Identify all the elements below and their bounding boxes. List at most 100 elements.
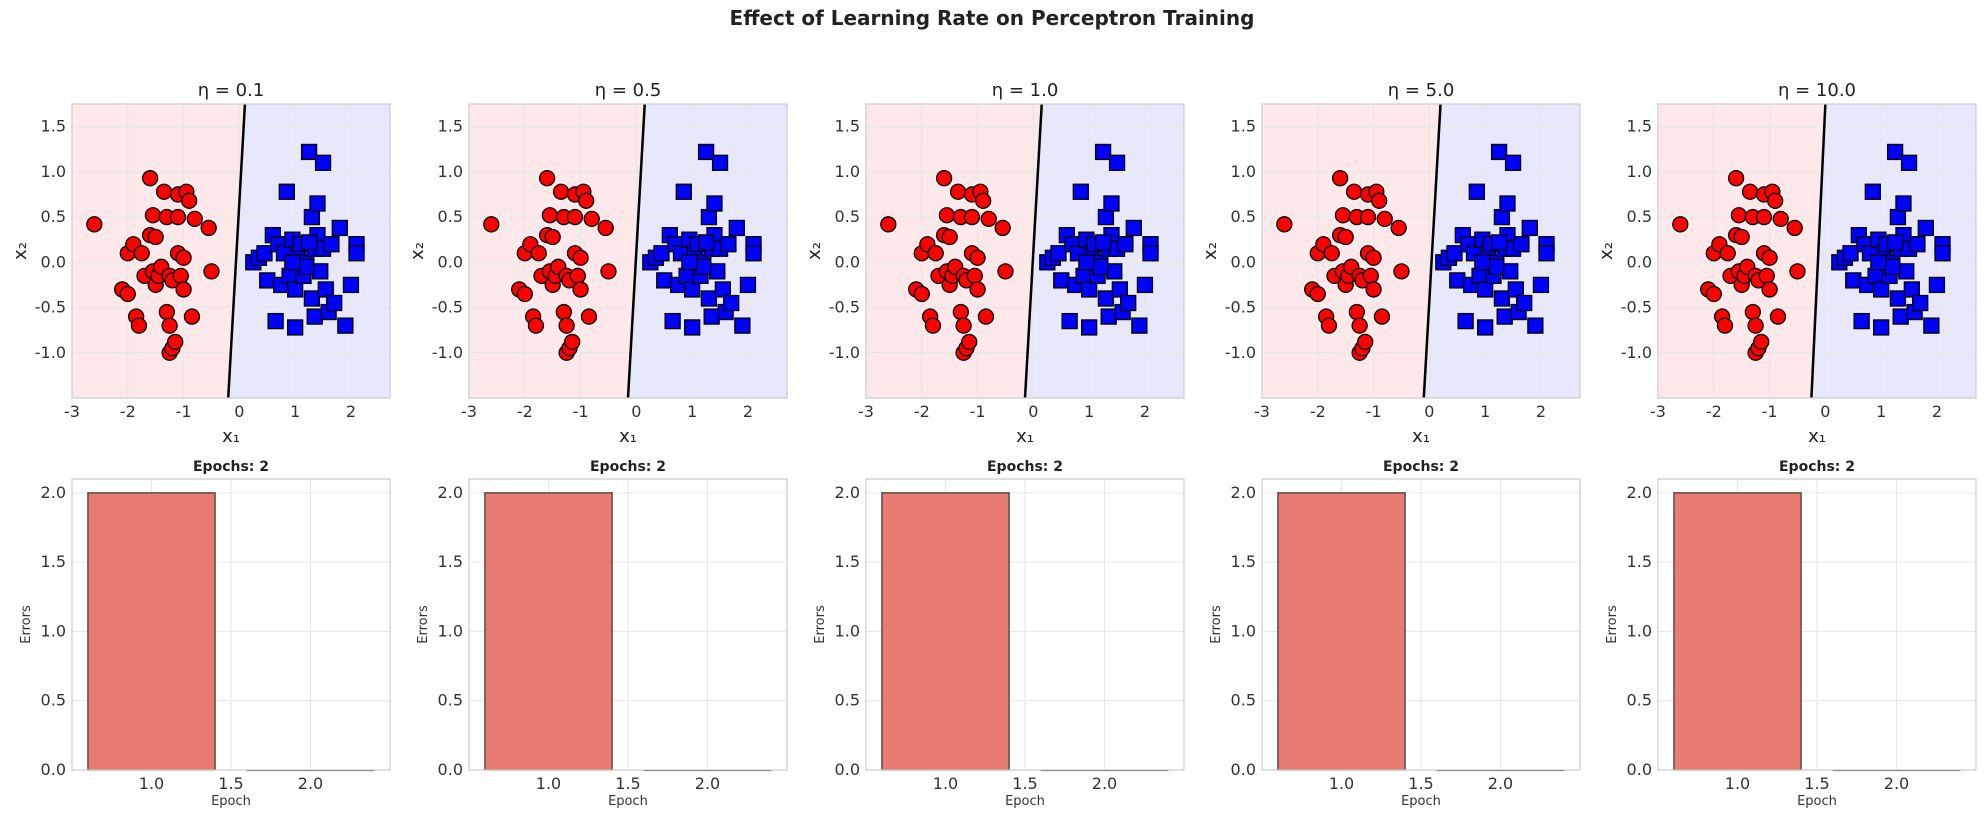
data-point-class-neg — [1789, 263, 1806, 280]
data-point-class-neg — [1309, 285, 1326, 303]
data-point-class-neg — [1741, 183, 1759, 200]
data-point-class-neg — [600, 263, 617, 280]
y-tick-label: 0.5 — [41, 207, 66, 226]
x-tick-label: -3 — [64, 402, 80, 421]
x-axis-label: Epoch — [1005, 794, 1045, 809]
panel-title: Epochs: 2 — [1383, 459, 1459, 475]
data-point-class-pos — [1474, 254, 1491, 271]
y-tick-label: 0.0 — [835, 252, 860, 271]
x-tick-label: 2.0 — [298, 774, 323, 793]
y-tick-label: -0.5 — [1621, 298, 1652, 317]
data-point-class-pos — [1892, 308, 1909, 325]
data-point-class-pos — [695, 258, 712, 275]
panel-title: Epochs: 2 — [193, 459, 269, 475]
data-point-class-neg — [583, 210, 600, 228]
data-point-class-neg — [144, 207, 162, 224]
data-point-class-pos — [711, 154, 729, 171]
y-tick-label: 1.0 — [1231, 162, 1256, 181]
data-point-class-neg — [564, 333, 581, 351]
y-tick-label: 0.5 — [1231, 207, 1256, 226]
data-point-class-pos — [1934, 245, 1951, 262]
x-tick-label: 1.0 — [1725, 774, 1750, 793]
x-tick-label: 2.0 — [1488, 774, 1513, 793]
data-point-class-neg — [530, 245, 547, 262]
data-point-class-pos — [1504, 154, 1522, 171]
x-tick-label: 1.0 — [536, 774, 561, 793]
data-point-class-neg — [935, 170, 953, 187]
y-tick-label: 1.0 — [1231, 621, 1256, 640]
data-point-class-neg — [913, 285, 930, 303]
data-point-class-pos — [323, 236, 340, 253]
data-point-class-neg — [966, 267, 983, 285]
decision-boundary — [1810, 103, 1827, 399]
panel-title: Epochs: 2 — [987, 459, 1063, 475]
y-tick-label: 0.5 — [438, 207, 463, 226]
x-tick-label: 0 — [1028, 402, 1038, 421]
x-tick-label: -1 — [1762, 402, 1778, 421]
data-point-class-pos — [1923, 317, 1940, 334]
data-point-class-pos — [1900, 154, 1918, 171]
y-tick-label: 0.0 — [438, 252, 463, 271]
data-point-class-pos — [675, 183, 692, 200]
data-point-class-pos — [1521, 219, 1538, 237]
data-point-class-neg — [1744, 303, 1761, 321]
x-tick-label: -2 — [1310, 402, 1326, 421]
error-panel-1: 1.0 1.5 2.0 0.0 0.5 1.0 1.5 2.0 Epochs: 2 Epoch Er… — [19, 459, 391, 809]
y-axis-label: x₂ — [10, 242, 31, 260]
data-point-class-neg — [1730, 207, 1748, 224]
x-tick-label: -1 — [176, 402, 192, 421]
data-point-class-pos — [1457, 312, 1474, 330]
data-point-class-pos — [664, 312, 681, 330]
decision-boundary — [626, 103, 646, 399]
data-point-class-pos — [1053, 272, 1070, 289]
y-tick-label: 0.0 — [41, 760, 66, 779]
x-axis-label: x₁ — [1412, 426, 1430, 447]
axes-frame — [71, 478, 391, 771]
x-tick-label: 1.5 — [1804, 774, 1829, 793]
data-point-class-neg — [572, 281, 589, 298]
region-negative — [1262, 104, 1441, 398]
y-tick-label: 0.0 — [1231, 252, 1256, 271]
error-bar — [484, 492, 613, 771]
x-tick-label: 1.5 — [1012, 774, 1037, 793]
data-point-class-neg — [158, 303, 175, 321]
data-point-class-pos — [706, 195, 723, 212]
data-point-class-neg — [541, 207, 559, 224]
data-point-class-pos — [1502, 263, 1519, 280]
axes-frame — [1657, 103, 1977, 399]
data-point-class-neg — [1365, 281, 1382, 298]
data-point-class-pos — [714, 281, 731, 298]
x-axis-label: Epoch — [1797, 794, 1837, 809]
data-point-class-pos — [1842, 245, 1859, 262]
x-tick-label: 1.5 — [218, 774, 243, 793]
x-tick-label: -2 — [914, 402, 930, 421]
region-negative — [866, 104, 1042, 398]
y-tick-label: -1.0 — [35, 343, 66, 362]
data-point-class-neg — [1357, 333, 1374, 351]
y-tick-label: 2.0 — [1627, 483, 1652, 502]
panel-title: η = 0.5 — [595, 80, 662, 101]
data-point-class-pos — [1449, 272, 1466, 289]
y-tick-label: 1.0 — [835, 621, 860, 640]
data-point-class-pos — [1142, 245, 1159, 262]
data-point-class-pos — [1845, 272, 1862, 289]
data-point-class-neg — [1769, 308, 1787, 325]
x-tick-label: -2 — [1706, 402, 1722, 421]
data-point-class-pos — [1527, 317, 1544, 334]
data-point-class-pos — [278, 183, 295, 200]
data-point-class-neg — [580, 308, 598, 325]
data-point-class-neg — [949, 183, 967, 200]
data-point-class-neg — [975, 192, 992, 209]
data-point-class-pos — [700, 208, 718, 226]
x-tick-label: 1 — [687, 402, 697, 421]
data-point-class-pos — [1050, 245, 1067, 262]
data-point-class-pos — [312, 263, 329, 280]
data-point-class-pos — [734, 317, 751, 334]
data-point-class-neg — [1345, 183, 1363, 200]
data-point-class-neg — [552, 183, 570, 200]
data-point-class-pos — [1870, 254, 1887, 271]
data-point-class-pos — [684, 281, 701, 298]
error-bar — [87, 492, 216, 771]
y-axis-label: Errors — [813, 605, 828, 644]
y-tick-label: 1.5 — [438, 117, 463, 136]
